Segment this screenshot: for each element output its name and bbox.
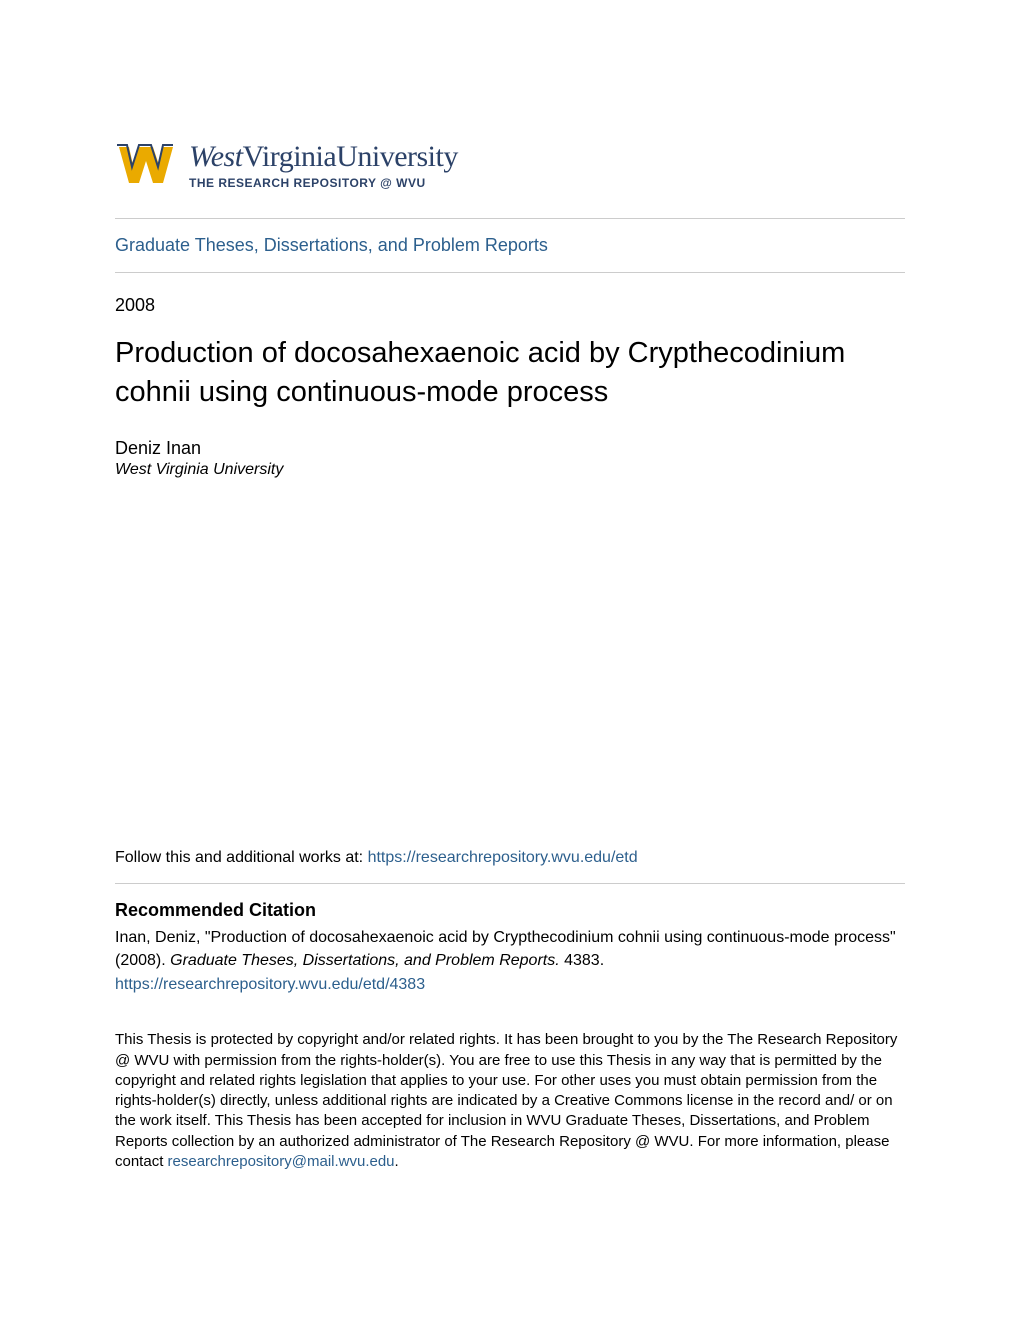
institution-logo: WestVirginiaUniversity THE RESEARCH REPO… xyxy=(115,140,905,190)
follow-works-text: Follow this and additional works at: htt… xyxy=(115,849,905,883)
citation-section: Recommended Citation Inan, Deniz, "Produ… xyxy=(115,884,905,996)
rights-statement: This Thesis is protected by copyright an… xyxy=(115,1030,905,1172)
author-name: Deniz Inan xyxy=(115,438,905,459)
logo-tagline: THE RESEARCH REPOSITORY @ WVU xyxy=(189,176,458,190)
collection-link[interactable]: Graduate Theses, Dissertations, and Prob… xyxy=(115,219,905,272)
university-name: WestVirginiaUniversity xyxy=(189,140,458,174)
follow-prefix: Follow this and additional works at: xyxy=(115,849,368,866)
author-affiliation: West Virginia University xyxy=(115,461,905,479)
rights-text-1: This Thesis is protected by copyright an… xyxy=(115,1031,897,1170)
publication-year: 2008 xyxy=(115,295,905,316)
citation-heading: Recommended Citation xyxy=(115,900,905,921)
citation-text-2: 4383. xyxy=(560,952,604,969)
wvu-logo-mark xyxy=(115,141,177,189)
citation-body: Inan, Deniz, "Production of docosahexaen… xyxy=(115,927,905,996)
citation-journal: Graduate Theses, Dissertations, and Prob… xyxy=(170,952,560,969)
citation-url-link[interactable]: https://researchrepository.wvu.edu/etd/4… xyxy=(115,974,905,996)
follow-works-link[interactable]: https://researchrepository.wvu.edu/etd xyxy=(368,849,638,866)
logo-text-block: WestVirginiaUniversity THE RESEARCH REPO… xyxy=(189,140,458,190)
divider-collection xyxy=(115,272,905,273)
spacer xyxy=(115,479,905,849)
paper-title: Production of docosahexaenoic acid by Cr… xyxy=(115,334,905,412)
rights-text-2: . xyxy=(395,1153,399,1170)
contact-email-link[interactable]: researchrepository@mail.wvu.edu xyxy=(168,1153,395,1170)
